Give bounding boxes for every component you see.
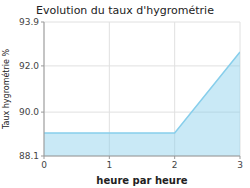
tick-label: 1 xyxy=(106,160,112,170)
grid-line xyxy=(44,65,240,66)
tick-label: 3 xyxy=(237,160,243,170)
line xyxy=(44,52,240,133)
grid-line xyxy=(44,22,240,23)
tick-label: 2 xyxy=(172,160,178,170)
series xyxy=(44,52,240,156)
grid-line xyxy=(44,22,45,156)
tick-label: 90.0 xyxy=(19,107,39,117)
x-axis xyxy=(44,156,240,157)
area xyxy=(44,52,240,156)
tick-label: 93.9 xyxy=(19,17,39,27)
y-axis xyxy=(44,22,45,156)
tick-label: 0 xyxy=(41,160,47,170)
x-label: heure par heure xyxy=(96,175,187,186)
tick-label: 88.1 xyxy=(19,151,39,161)
y-label: Taux hygrométrie % xyxy=(1,49,11,131)
plot-area xyxy=(44,22,240,156)
tick-label: 92.0 xyxy=(19,61,39,71)
grid xyxy=(44,22,240,156)
grid-line xyxy=(44,156,240,157)
chart: 88.1 90.0 92.0 93.9 0 1 2 3 Evolution du taux d'… xyxy=(0,0,250,188)
title: Evolution du taux d'hygrométrie xyxy=(36,4,214,17)
